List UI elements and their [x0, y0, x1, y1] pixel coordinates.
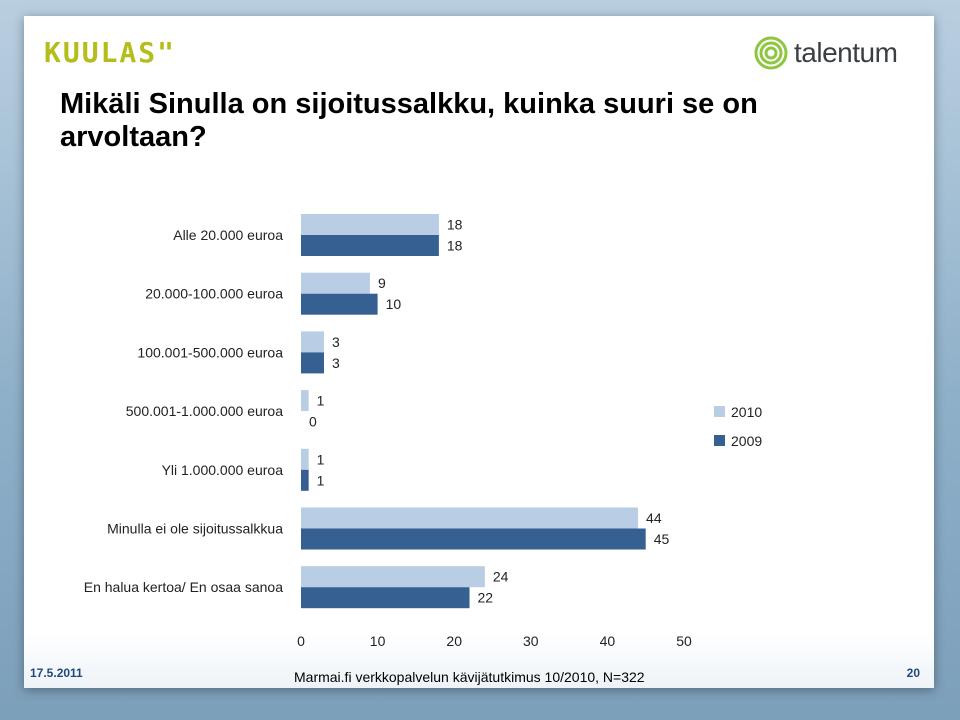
- data-label-2010: 18: [447, 217, 463, 233]
- legend-swatch-2009: [714, 435, 725, 446]
- category-label: 100.001-500.000 euroa: [137, 344, 283, 360]
- page-title: Mikäli Sinulla on sijoitussalkku, kuinka…: [60, 88, 758, 153]
- x-tick-label: 20: [446, 633, 462, 649]
- data-label-2009: 0: [309, 414, 317, 430]
- footer-date: 17.5.2011: [30, 666, 83, 680]
- bar-2010: [301, 214, 439, 235]
- category-label: Minulla ei ole sijoitussalkkua: [107, 521, 283, 537]
- bar-2009: [301, 587, 470, 609]
- footer-source: Marmai.fi verkkopalvelun kävijätutkimus …: [294, 669, 645, 685]
- bar-2010: [301, 566, 485, 588]
- x-tick-label: 50: [676, 633, 692, 649]
- category-label: 20.000-100.000 euroa: [145, 286, 283, 302]
- data-label-2010: 9: [378, 275, 386, 291]
- bar-2009: [301, 352, 324, 374]
- legend-label-2010: 2010: [731, 404, 762, 420]
- data-label-2010: 1: [317, 393, 325, 409]
- data-label-2009: 22: [478, 590, 494, 606]
- data-label-2009: 45: [654, 531, 670, 547]
- category-label: Yli 1.000.000 euroa: [162, 462, 284, 478]
- data-label-2009: 3: [332, 355, 340, 371]
- data-label-2009: 18: [447, 238, 463, 254]
- page-number: 20: [906, 666, 920, 680]
- category-label: Alle 20.000 euroa: [173, 227, 283, 243]
- bar-2010: [301, 272, 370, 294]
- x-tick-label: 40: [600, 633, 616, 649]
- data-label-2010: 24: [493, 569, 509, 585]
- x-tick-label: 0: [297, 633, 305, 649]
- category-label: En halua kertoa/ En osaa sanoa: [84, 579, 283, 595]
- bar-2010: [301, 448, 309, 470]
- data-label-2009: 1: [317, 472, 325, 488]
- talentum-rings-icon: [754, 36, 788, 70]
- x-tick-label: 10: [370, 633, 386, 649]
- legend-label-2009: 2009: [731, 433, 762, 449]
- category-label: 500.001-1.000.000 euroa: [126, 403, 283, 419]
- data-label-2010: 1: [317, 451, 325, 467]
- data-label-2009: 10: [386, 296, 402, 312]
- x-tick-label: 30: [523, 633, 539, 649]
- bar-2009: [301, 235, 439, 256]
- bar-2009: [301, 528, 646, 550]
- bar-2009: [301, 469, 309, 491]
- bar-2010: [301, 507, 639, 529]
- bar-2010: [301, 390, 309, 412]
- bar-2009: [301, 293, 378, 315]
- data-label-2010: 44: [646, 510, 662, 526]
- legend-swatch-2010: [714, 406, 725, 417]
- talentum-logo: talentum: [754, 36, 898, 70]
- kuulas-logo: KUULAS": [44, 36, 177, 69]
- bar-2010: [301, 331, 324, 353]
- data-label-2010: 3: [332, 334, 340, 350]
- talentum-wordmark: talentum: [794, 37, 898, 68]
